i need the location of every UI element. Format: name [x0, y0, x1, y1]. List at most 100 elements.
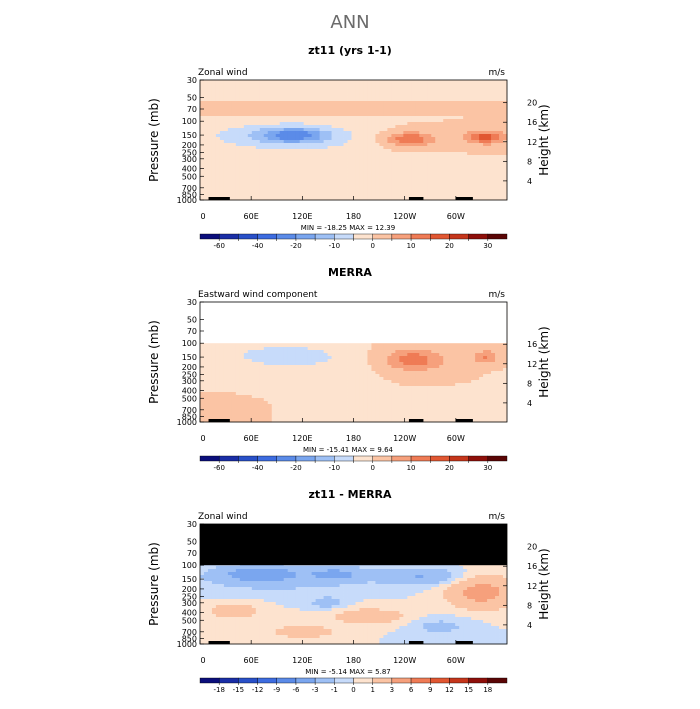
- contour-cell: [284, 146, 288, 149]
- contour-cell: [407, 89, 411, 92]
- contour-cell: [411, 356, 415, 359]
- contour-cell: [395, 140, 399, 143]
- contour-cell: [280, 128, 284, 131]
- contour-cell: [427, 143, 431, 146]
- contour-cell: [431, 176, 435, 179]
- contour-cell: [264, 116, 268, 119]
- contour-cell: [288, 83, 292, 86]
- contour-cell: [324, 95, 328, 98]
- contour-cell: [328, 152, 332, 155]
- contour-cell: [312, 98, 316, 101]
- contour-cell: [471, 101, 475, 104]
- contour-cell: [280, 143, 284, 146]
- contour-cell: [487, 191, 491, 194]
- contour-cell: [204, 191, 208, 194]
- contour-cell: [296, 146, 300, 149]
- contour-cell: [268, 194, 272, 197]
- contour-cell: [455, 185, 459, 188]
- contour-cell: [288, 173, 292, 176]
- contour-cell: [363, 152, 367, 155]
- contour-cell: [407, 149, 411, 152]
- contour-cell: [459, 86, 463, 89]
- contour-cell: [371, 191, 375, 194]
- contour-cell: [284, 182, 288, 185]
- contour-cell: [443, 194, 447, 197]
- contour-cell: [340, 347, 344, 350]
- contour-cell: [359, 95, 363, 98]
- contour-cell: [216, 128, 220, 131]
- contour-cell: [487, 101, 491, 104]
- contour-cell: [348, 122, 352, 125]
- contour-cell: [216, 368, 220, 371]
- contour-cell: [391, 368, 395, 371]
- contour-cell: [467, 353, 471, 356]
- contour-cell: [268, 140, 272, 143]
- contour-cell: [224, 131, 228, 134]
- contour-cell: [355, 356, 359, 359]
- contour-cell: [407, 191, 411, 194]
- contour-cell: [391, 131, 395, 134]
- contour-cell: [220, 125, 224, 128]
- contour-cell: [312, 152, 316, 155]
- contour-cell: [208, 365, 212, 368]
- contour-cell: [355, 83, 359, 86]
- contour-cell: [264, 182, 268, 185]
- contour-cell: [272, 149, 276, 152]
- contour-cell: [443, 83, 447, 86]
- contour-cell: [483, 161, 487, 164]
- contour-cell: [208, 83, 212, 86]
- contour-cell: [296, 98, 300, 101]
- colorbar-swatch: [354, 234, 373, 239]
- contour-cell: [272, 137, 276, 140]
- contour-cell: [224, 164, 228, 167]
- contour-cell: [288, 98, 292, 101]
- contour-cell: [415, 125, 419, 128]
- contour-cell: [264, 194, 268, 197]
- contour-cell: [244, 359, 248, 362]
- contour-cell: [391, 134, 395, 137]
- contour-cell: [344, 179, 348, 182]
- contour-cell: [320, 173, 324, 176]
- contour-cell: [475, 98, 479, 101]
- contour-cell: [228, 89, 232, 92]
- contour-cell: [463, 158, 467, 161]
- contour-cell: [260, 344, 264, 347]
- contour-cell: [308, 104, 312, 107]
- contour-cell: [387, 155, 391, 158]
- contour-cell: [304, 362, 308, 365]
- contour-cell: [200, 80, 204, 83]
- contour-cell: [447, 152, 451, 155]
- contour-cell: [439, 107, 443, 110]
- contour-cell: [200, 350, 204, 353]
- contour-cell: [499, 188, 503, 191]
- contour-cell: [212, 155, 216, 158]
- contour-cell: [355, 89, 359, 92]
- contour-cell: [423, 176, 427, 179]
- contour-cell: [220, 179, 224, 182]
- contour-cell: [212, 161, 216, 164]
- contour-cell: [248, 101, 252, 104]
- contour-cell: [467, 116, 471, 119]
- contour-cell: [284, 113, 288, 116]
- pressure-tick-label: 150: [182, 131, 197, 140]
- contour-cell: [467, 161, 471, 164]
- contour-cell: [491, 80, 495, 83]
- contour-cell: [455, 362, 459, 365]
- contour-cell: [228, 161, 232, 164]
- contour-cell: [316, 353, 320, 356]
- contour-cell: [395, 191, 399, 194]
- contour-cell: [411, 161, 415, 164]
- contour-cell: [344, 113, 348, 116]
- contour-cell: [439, 134, 443, 137]
- contour-cell: [407, 182, 411, 185]
- contour-cell: [427, 107, 431, 110]
- contour-cell: [419, 122, 423, 125]
- contour-cell: [220, 83, 224, 86]
- contour-cell: [276, 185, 280, 188]
- contour-cell: [403, 134, 407, 137]
- contour-cell: [499, 137, 503, 140]
- contour-cell: [316, 140, 320, 143]
- contour-cell: [475, 128, 479, 131]
- contour-cell: [387, 134, 391, 137]
- contour-cell: [495, 368, 499, 371]
